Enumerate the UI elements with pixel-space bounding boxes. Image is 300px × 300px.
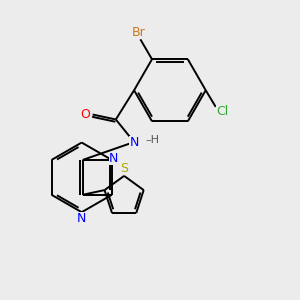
- Text: N: N: [77, 212, 86, 225]
- Text: S: S: [120, 162, 128, 175]
- Text: –H: –H: [146, 135, 160, 146]
- Text: O: O: [80, 108, 90, 121]
- Text: N: N: [109, 152, 118, 165]
- Text: Br: Br: [132, 26, 145, 38]
- Text: Cl: Cl: [216, 105, 229, 118]
- Text: N: N: [129, 136, 139, 148]
